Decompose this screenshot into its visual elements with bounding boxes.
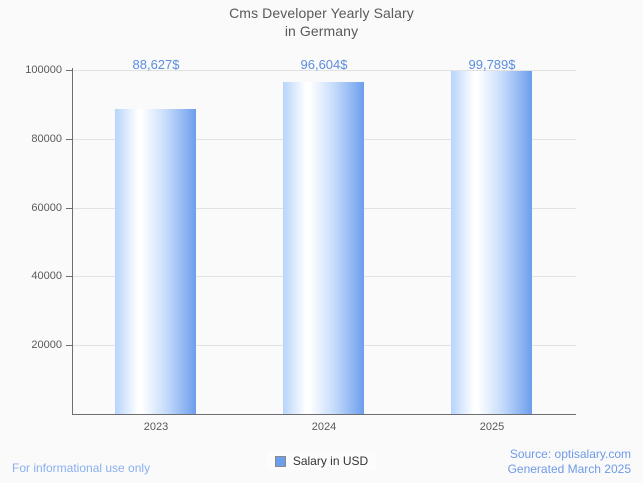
bar-2023[interactable] xyxy=(115,109,196,414)
data-label-2023: 88,627$ xyxy=(132,57,180,72)
x-axis-label-2024: 2024 xyxy=(311,421,337,433)
x-axis-label-2025: 2025 xyxy=(479,421,505,433)
chart-legend: Salary in USD xyxy=(0,452,643,470)
y-axis-line xyxy=(72,68,73,415)
y-tick-60000 xyxy=(66,208,72,209)
data-label-2024: 96,604$ xyxy=(300,57,348,72)
bar-2025[interactable] xyxy=(451,71,532,414)
y-axis-label-80000: 80000 xyxy=(31,133,62,145)
generated-text: Generated March 2025 xyxy=(507,462,631,476)
chart-title-line-1: Cms Developer Yearly Salary xyxy=(229,5,414,21)
legend-item-label: Salary in USD xyxy=(292,454,369,468)
plot-area xyxy=(72,70,576,414)
y-axis-label-40000: 40000 xyxy=(31,270,62,282)
x-axis-label-2023: 2023 xyxy=(143,421,169,433)
bar-2024[interactable] xyxy=(283,82,364,414)
chart-title: Cms Developer Yearly Salary in Germany xyxy=(0,4,643,40)
y-tick-40000 xyxy=(66,276,72,277)
source-text: Source: optisalary.com xyxy=(509,447,631,461)
y-axis-label-60000: 60000 xyxy=(31,202,62,214)
y-axis-label-20000: 20000 xyxy=(31,339,62,351)
legend-swatch-icon xyxy=(274,455,286,467)
source-info: Source: optisalary.com Generated March 2… xyxy=(508,447,631,477)
y-axis-label-100000: 100000 xyxy=(25,64,62,76)
disclaimer-text: For informational use only xyxy=(12,461,151,475)
y-tick-20000 xyxy=(66,345,72,346)
legend-item-salary-in-usd[interactable]: Salary in USD xyxy=(266,452,377,470)
x-axis-line xyxy=(72,414,576,415)
y-tick-100000 xyxy=(66,70,72,71)
data-label-2025: 99,789$ xyxy=(468,57,516,72)
chart-title-line-2: in Germany xyxy=(284,23,359,39)
gridline-100000 xyxy=(72,70,576,71)
y-tick-80000 xyxy=(66,139,72,140)
